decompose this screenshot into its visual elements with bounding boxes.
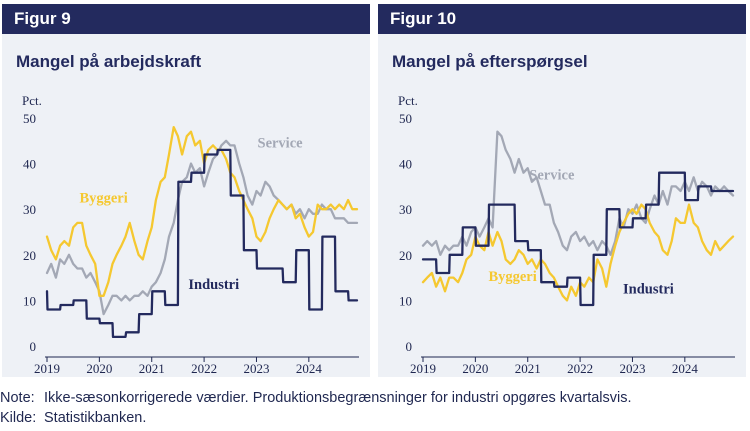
y-tick-label: 10 [399, 293, 412, 308]
series-label-byggeri: Byggeri [79, 190, 127, 206]
x-tick-label: 2023 [619, 361, 645, 376]
y-tick-label: 50 [23, 111, 36, 126]
x-tick-label: 2019 [410, 361, 436, 376]
panel-header: Figur 9 [2, 4, 370, 34]
note-text: Ikke-sæsonkorrigerede værdier. Produktio… [44, 390, 632, 406]
note-label: Note: [0, 390, 35, 406]
series-line-industri [421, 171, 735, 307]
x-tick-label: 2021 [515, 361, 541, 376]
y-axis-unit-label: Pct. [22, 93, 42, 108]
line-chart-arbejdskraft: Pct. 0 10 20 30 40 50 2019 2020 2021 2022 2023 2024 S… [22, 93, 359, 376]
chart-panel-figur-9: Figur 9 Mangel på arbejdskraft Pct. 0 10 20… [2, 4, 370, 377]
series-label-service: Service [258, 136, 304, 152]
series-line-service [421, 130, 735, 256]
chart-title: Mangel på arbejdskraft [16, 52, 202, 71]
figure-label: Figur 9 [14, 9, 71, 28]
series-label-industri: Industri [623, 282, 674, 298]
y-tick-label: 0 [406, 339, 413, 354]
source-label: Kilde: [0, 410, 37, 426]
x-tick-label: 2022 [567, 361, 593, 376]
x-tick-label: 2020 [86, 361, 112, 376]
x-tick-label: 2022 [191, 361, 217, 376]
series-line-industri [45, 148, 359, 339]
y-tick-label: 20 [23, 248, 36, 263]
x-tick-label: 2019 [34, 361, 60, 376]
figure-label: Figur 10 [390, 9, 457, 28]
y-tick-label: 40 [399, 157, 412, 172]
series-line-byggeri [421, 203, 735, 302]
x-tick-label: 2024 [672, 361, 699, 376]
series-label-byggeri: Byggeri [488, 269, 536, 285]
chart-title: Mangel på efterspørgsel [392, 52, 588, 71]
x-tick-label: 2021 [139, 361, 165, 376]
series-line-byggeri [45, 125, 359, 297]
source-note: Kilde: Statistikbanken. [0, 410, 146, 426]
y-axis-unit-label: Pct. [398, 93, 418, 108]
y-tick-label: 30 [399, 202, 412, 217]
series-label-industri: Industri [188, 277, 239, 293]
y-tick-label: 30 [23, 202, 36, 217]
line-chart-efterspoergsel: Pct. 0 10 20 30 40 50 2019 2020 2021 2022 2023 2024 S… [398, 93, 735, 376]
y-tick-label: 10 [23, 293, 36, 308]
footnote: Note: Ikke-sæsonkorrigerede værdier. Prod… [0, 390, 632, 406]
y-tick-label: 50 [399, 111, 412, 126]
x-tick-label: 2020 [462, 361, 488, 376]
y-tick-label: 20 [399, 248, 412, 263]
source-text: Statistikbanken. [44, 410, 147, 426]
y-tick-label: 40 [23, 157, 36, 172]
chart-panel-figur-10: Figur 10 Mangel på efterspørgsel Pct. 0 10… [378, 4, 746, 377]
x-tick-label: 2024 [296, 361, 323, 376]
series-label-service: Service [529, 168, 575, 184]
y-tick-label: 0 [30, 339, 37, 354]
x-tick-label: 2023 [243, 361, 269, 376]
panel-header: Figur 10 [378, 4, 746, 34]
